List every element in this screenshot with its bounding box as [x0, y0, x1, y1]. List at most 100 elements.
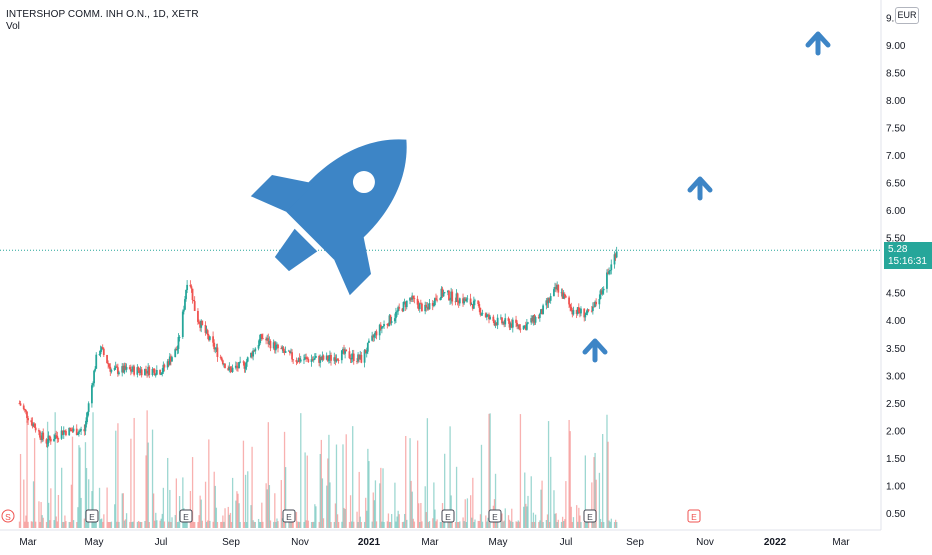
candle-body	[129, 369, 132, 372]
rocket-icon[interactable]	[232, 90, 455, 313]
rocket-flame	[274, 228, 318, 272]
volume-bar	[322, 518, 325, 528]
volume-bar	[57, 494, 60, 528]
volume-bar	[577, 521, 579, 528]
volume-bar	[530, 476, 532, 528]
volume-bar	[579, 515, 581, 528]
volume-bar	[56, 521, 58, 528]
candle-body	[321, 355, 324, 360]
candle-body	[152, 368, 155, 370]
candle-body	[320, 356, 323, 360]
volume-bar	[366, 510, 368, 528]
candle-body	[561, 292, 564, 299]
volume-bar	[481, 521, 484, 528]
volume-bar	[442, 520, 445, 528]
volume-bar	[388, 521, 391, 528]
volume-bar	[274, 493, 276, 528]
candle-body	[387, 324, 390, 326]
volume-bar	[224, 508, 226, 528]
candle-body	[412, 295, 415, 299]
candle-body	[333, 357, 336, 361]
candle-body	[348, 351, 351, 359]
volume-bar	[326, 485, 328, 528]
candle-body	[448, 290, 450, 301]
volume-bar	[65, 521, 67, 528]
volume-bar	[41, 515, 43, 528]
candle-body	[344, 349, 346, 354]
candle-body	[290, 352, 292, 354]
volume-bar	[227, 506, 229, 528]
volume-bar	[103, 514, 105, 528]
candle-body	[276, 344, 278, 346]
candle-body	[342, 349, 344, 351]
volume-bar	[214, 485, 216, 528]
x-tick-label: 2022	[764, 537, 787, 548]
volume-bar	[405, 435, 407, 528]
volume-bar	[485, 515, 487, 528]
volume-bar	[440, 521, 443, 528]
rocket-window	[352, 171, 375, 194]
candle-body	[295, 360, 298, 362]
candle-body	[298, 358, 301, 362]
candle-body	[585, 313, 588, 315]
marker-shape	[488, 509, 502, 523]
volume-bar	[276, 518, 278, 528]
candle-body	[481, 313, 484, 315]
candle-body	[161, 372, 164, 375]
volume-bar	[512, 521, 514, 528]
candle-body	[425, 304, 428, 308]
candle-body	[227, 368, 230, 371]
arrow-up-icon[interactable]	[687, 176, 713, 201]
volume-bar	[30, 521, 33, 528]
currency-button[interactable]: EUR	[895, 7, 919, 24]
volume-bar	[391, 514, 393, 528]
candle-body	[601, 290, 604, 294]
candle-body	[515, 319, 517, 323]
arrow-up-icon[interactable]	[582, 338, 608, 363]
volume-bar	[614, 519, 617, 528]
volume-bar	[77, 507, 79, 528]
volume-bar	[602, 434, 604, 528]
volume-bar	[610, 518, 612, 528]
volume-bar	[230, 521, 233, 528]
candle-body	[469, 298, 472, 305]
volume-bar	[540, 489, 542, 528]
candle-body	[450, 291, 453, 300]
candle-body	[569, 304, 572, 307]
volume-bar	[336, 514, 339, 528]
volume-bar	[88, 479, 90, 528]
earnings-marker-icon: E	[441, 509, 455, 523]
volume-indicator-label[interactable]: Vol	[6, 21, 20, 32]
volume-bar	[448, 521, 450, 528]
candle-body	[162, 364, 165, 373]
candle-body	[516, 322, 519, 327]
candle-body	[78, 431, 80, 434]
volume-bar	[171, 517, 173, 528]
volume-bar	[39, 521, 41, 528]
volume-bar	[328, 434, 330, 528]
volume-bar	[341, 521, 343, 528]
volume-bar	[204, 481, 207, 528]
volume-bar	[49, 520, 51, 528]
volume-bar	[305, 520, 307, 528]
volume-bar	[342, 444, 344, 528]
volume-bar	[50, 488, 52, 528]
candle-body	[575, 310, 578, 314]
candle-body	[219, 356, 222, 358]
candle-body	[80, 429, 82, 431]
volume-bar	[350, 521, 353, 528]
candle-body	[76, 433, 79, 436]
volume-bar	[580, 521, 582, 528]
volume-bar	[242, 440, 245, 528]
candle-body	[26, 411, 28, 419]
candle-body	[518, 324, 521, 329]
earnings-marker-icon: E	[85, 509, 99, 523]
candle-body	[287, 350, 290, 352]
earnings-marker-icon: E	[488, 509, 502, 523]
candle-body	[55, 435, 58, 436]
volume-bar	[507, 515, 510, 528]
candle-body	[311, 359, 314, 361]
candle-body	[167, 361, 170, 365]
arrow-up-icon[interactable]	[805, 31, 831, 56]
